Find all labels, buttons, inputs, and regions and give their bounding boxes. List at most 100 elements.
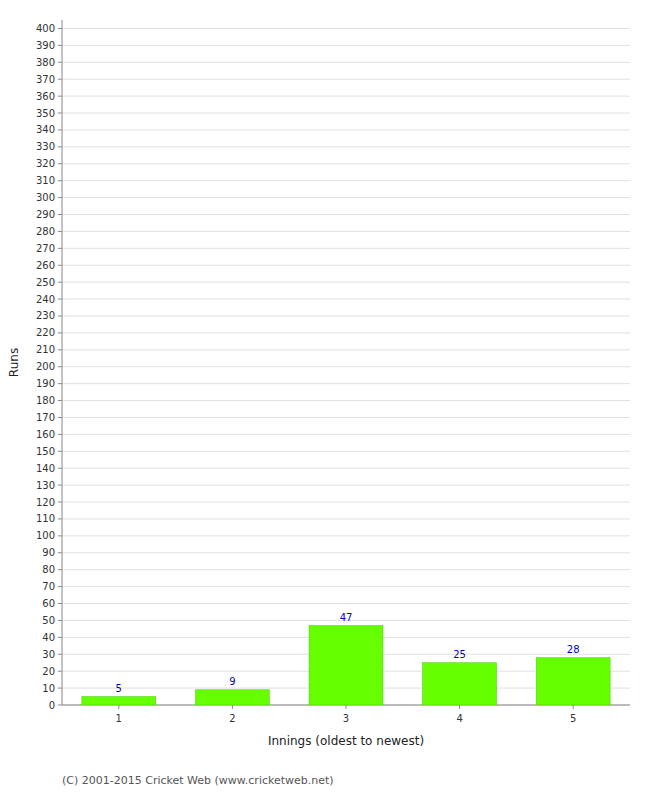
grid-line (62, 569, 630, 570)
data-label: 5 (116, 683, 122, 694)
x-tick (573, 705, 574, 709)
axes: 0102030405060708090100110120130140150160… (36, 20, 630, 724)
y-tick (58, 332, 62, 333)
y-tick-label: 360 (36, 91, 55, 102)
grid-line (62, 265, 630, 266)
grid-line (62, 451, 630, 452)
y-tick-label: 10 (42, 683, 55, 694)
y-tick (58, 349, 62, 350)
chart: 0102030405060708090100110120130140150160… (0, 0, 650, 800)
y-tick-label: 0 (49, 700, 55, 711)
grid-line (62, 400, 630, 401)
y-tick (58, 502, 62, 503)
bar (195, 690, 269, 705)
bars (82, 626, 610, 705)
grid-line (62, 535, 630, 536)
y-tick (58, 113, 62, 114)
x-tick (118, 705, 119, 709)
x-tick-label: 4 (456, 713, 462, 724)
grid-line (62, 248, 630, 249)
y-tick-label: 70 (42, 581, 55, 592)
grid-line (62, 79, 630, 80)
y-tick-label: 60 (42, 598, 55, 609)
y-tick (58, 62, 62, 63)
y-tick-label: 390 (36, 40, 55, 51)
grid-line (62, 502, 630, 503)
grid-line (62, 332, 630, 333)
grid-line (62, 214, 630, 215)
y-tick (58, 400, 62, 401)
grid-line (62, 96, 630, 97)
data-label: 25 (453, 649, 466, 660)
y-tick (58, 518, 62, 519)
y-tick (58, 197, 62, 198)
y-tick (58, 146, 62, 147)
y-tick (58, 45, 62, 46)
y-tick-label: 160 (36, 429, 55, 440)
y-tick (58, 79, 62, 80)
y-tick (58, 248, 62, 249)
y-tick-label: 140 (36, 463, 55, 474)
y-tick-label: 170 (36, 412, 55, 423)
y-tick (58, 552, 62, 553)
y-tick-label: 130 (36, 480, 55, 491)
y-tick-label: 30 (42, 649, 55, 660)
y-tick (58, 180, 62, 181)
y-tick-label: 100 (36, 530, 55, 541)
y-tick (58, 603, 62, 604)
y-tick-label: 40 (42, 632, 55, 643)
y-tick (58, 569, 62, 570)
grid-line (62, 45, 630, 46)
bar (423, 663, 497, 705)
x-tick-label: 2 (229, 713, 235, 724)
grid-line (62, 315, 630, 316)
data-label: 9 (229, 676, 235, 687)
grid-line (62, 586, 630, 587)
y-tick (58, 282, 62, 283)
y-tick-label: 230 (36, 310, 55, 321)
y-tick-label: 250 (36, 277, 55, 288)
grid-line (62, 163, 630, 164)
y-tick-label: 320 (36, 158, 55, 169)
y-tick-label: 120 (36, 497, 55, 508)
y-tick (58, 315, 62, 316)
grid-line (62, 129, 630, 130)
y-tick-label: 110 (36, 513, 55, 524)
grid-line (62, 231, 630, 232)
y-tick-label: 340 (36, 124, 55, 135)
y-tick-label: 90 (42, 547, 55, 558)
y-tick (58, 96, 62, 97)
grid-line (62, 383, 630, 384)
y-tick (58, 671, 62, 672)
x-axis-label: Innings (oldest to newest) (268, 734, 424, 748)
y-axis-label: Runs (7, 348, 21, 377)
grid-line (62, 282, 630, 283)
y-tick (58, 163, 62, 164)
y-tick-label: 20 (42, 666, 55, 677)
y-tick-label: 270 (36, 243, 55, 254)
grid-line (62, 146, 630, 147)
grid-line (62, 349, 630, 350)
y-axis-line (62, 20, 63, 705)
grid-line (62, 552, 630, 553)
y-tick (58, 688, 62, 689)
x-tick (232, 705, 233, 709)
data-labels: 59472528 (116, 612, 580, 694)
y-tick-label: 300 (36, 192, 55, 203)
y-tick-label: 310 (36, 175, 55, 186)
y-tick (58, 485, 62, 486)
y-tick-label: 290 (36, 209, 55, 220)
grid-line (62, 62, 630, 63)
y-tick (58, 299, 62, 300)
grid-line (62, 113, 630, 114)
x-tick (459, 705, 460, 709)
y-tick-label: 210 (36, 344, 55, 355)
y-tick-label: 150 (36, 446, 55, 457)
y-tick-label: 350 (36, 108, 55, 119)
y-tick (58, 451, 62, 452)
y-tick (58, 28, 62, 29)
data-label: 47 (340, 612, 353, 623)
grid-line (62, 603, 630, 604)
y-tick (58, 417, 62, 418)
y-tick-label: 80 (42, 564, 55, 575)
